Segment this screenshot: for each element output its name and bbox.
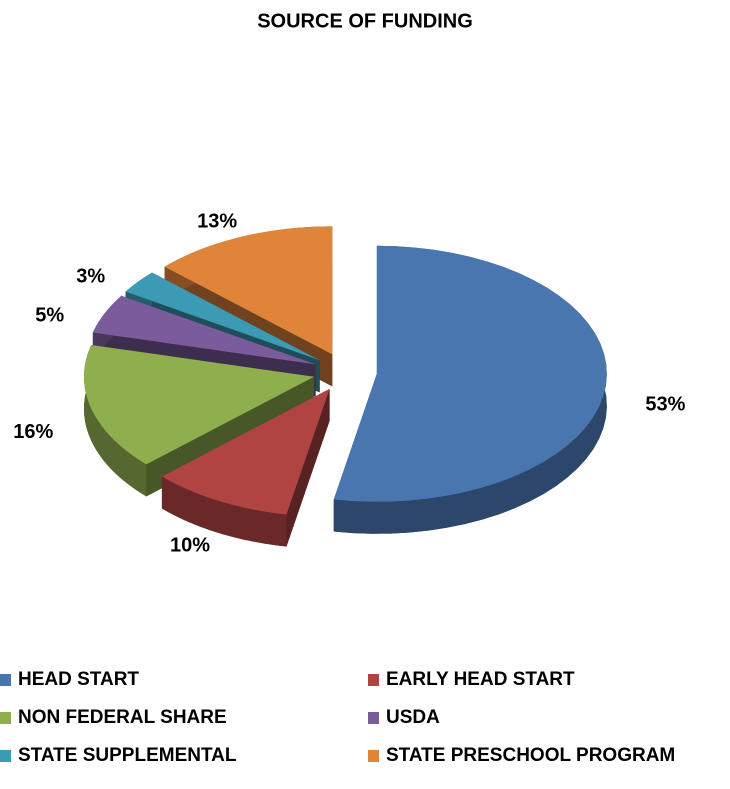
slice-wall (286, 388, 330, 547)
slice-top (125, 272, 320, 361)
pie-slice (333, 245, 607, 534)
slice-top (333, 245, 607, 502)
data-label: 53% (645, 393, 685, 415)
pie-slice (161, 388, 330, 547)
slice-top (164, 226, 333, 355)
data-label: 16% (13, 421, 53, 443)
slice-top (84, 344, 315, 465)
data-label: 10% (170, 534, 210, 556)
legend-label: STATE PRESCHOOL PROGRAM (386, 745, 675, 766)
legend-label: USDA (386, 707, 440, 728)
slice-side (161, 476, 287, 547)
legend-swatch (0, 674, 11, 686)
slice-side (84, 344, 147, 497)
legend-swatch (368, 674, 379, 686)
legend-swatch (368, 712, 379, 724)
chart-title: SOURCE OF FUNDING (257, 10, 473, 32)
slice-top (161, 388, 330, 515)
data-label: 13% (197, 211, 237, 233)
legend-label: EARLY HEAD START (386, 669, 575, 690)
slice-side (333, 245, 607, 534)
data-label: 5% (35, 305, 64, 327)
legend-swatch (0, 712, 11, 724)
legend-swatch (368, 750, 379, 762)
legend-swatch (0, 750, 11, 762)
data-label: 3% (76, 266, 105, 288)
slice-top (92, 295, 316, 365)
legend-label: STATE SUPPLEMENTAL (18, 745, 237, 766)
legend-label: HEAD START (18, 669, 139, 690)
legend-label: NON FEDERAL SHARE (18, 707, 227, 728)
